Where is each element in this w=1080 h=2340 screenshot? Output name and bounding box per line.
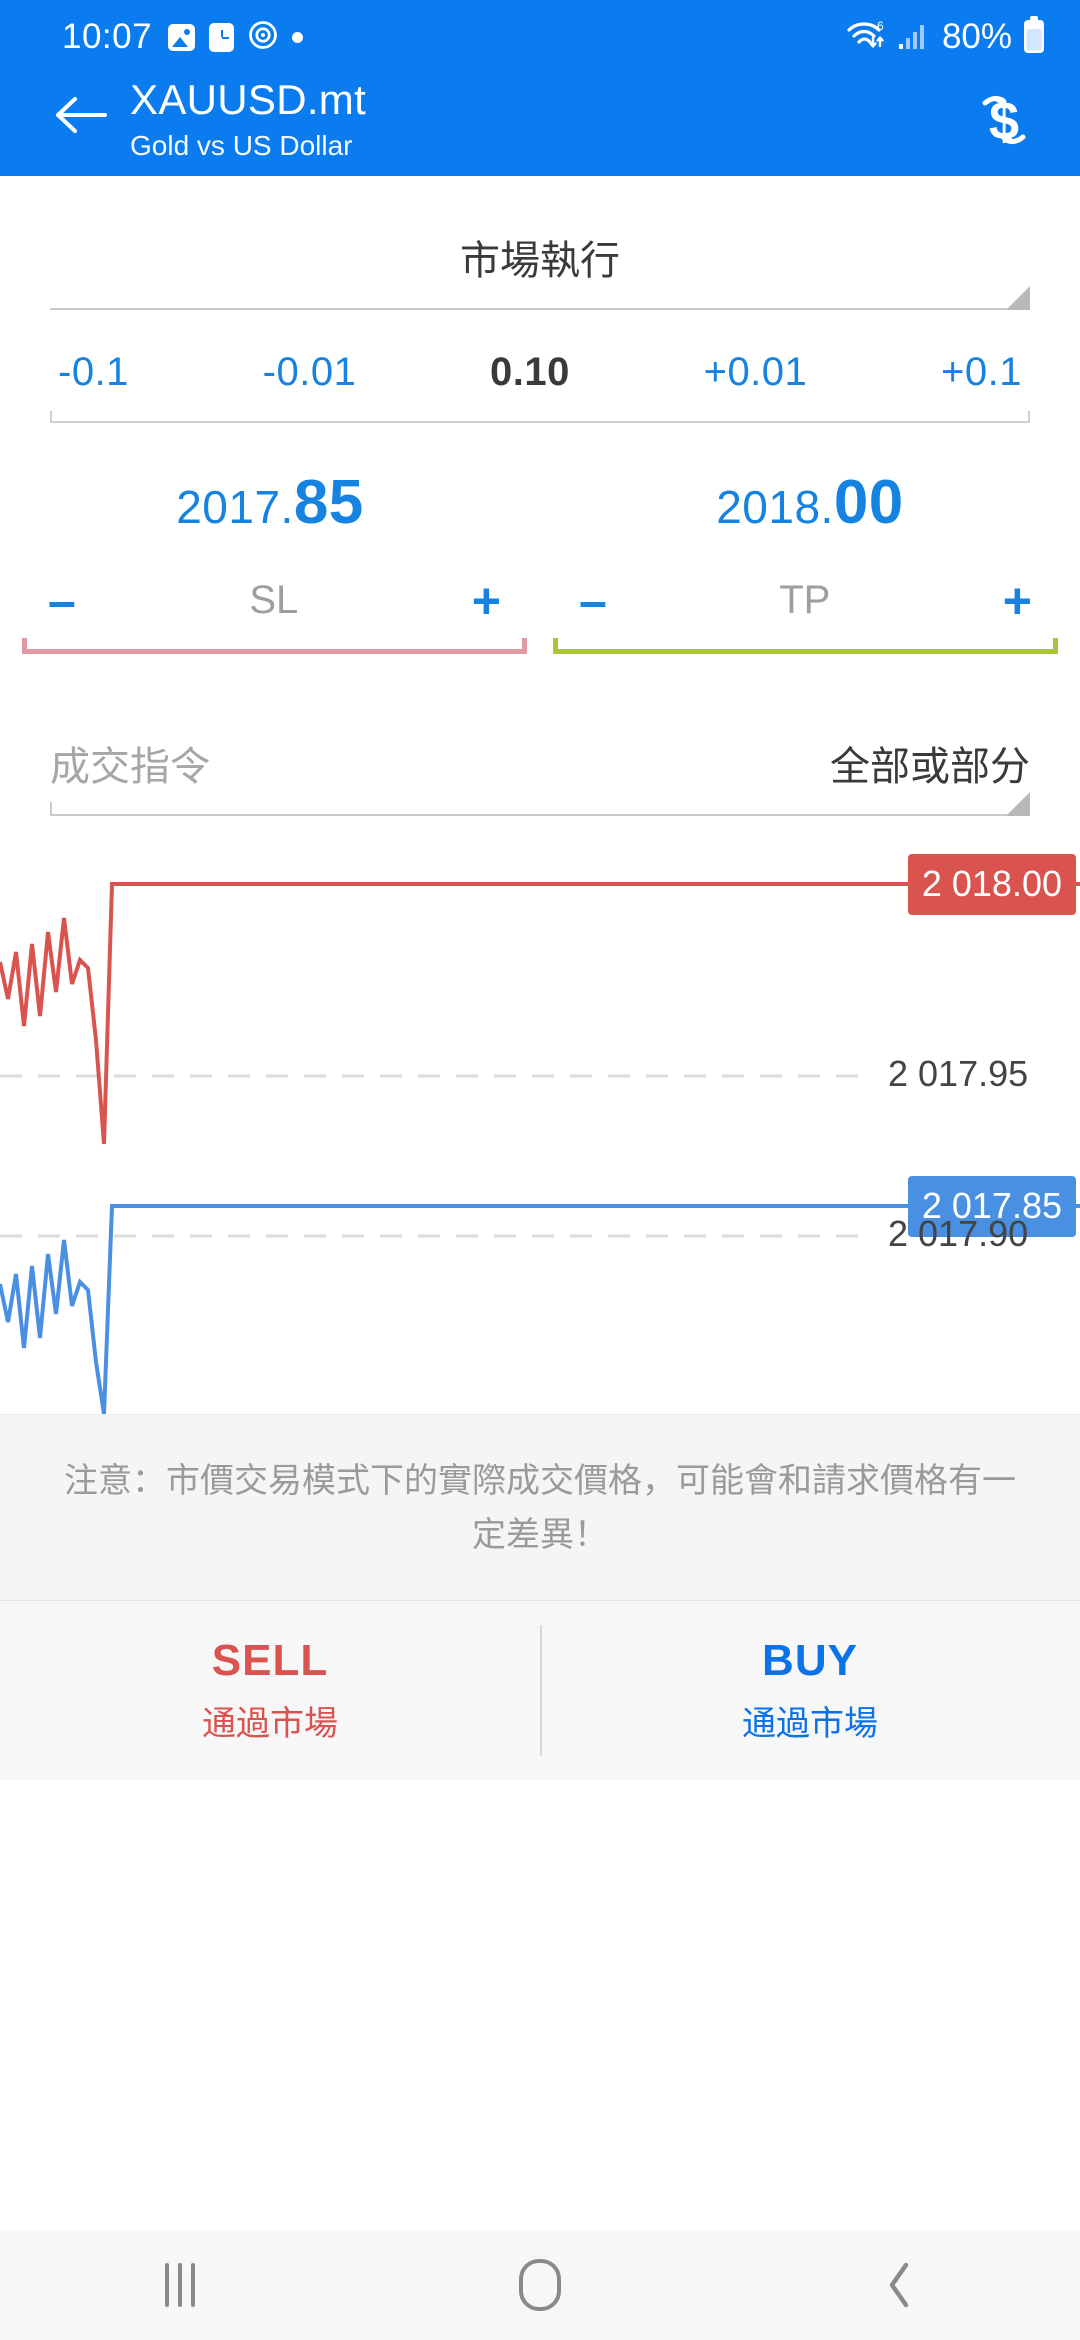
volume-minus-small-button[interactable]: -0.01 — [262, 350, 357, 394]
sell-button-title: SELL — [211, 1636, 329, 1685]
spiral-icon — [248, 20, 278, 55]
volume-stepper: -0.1 -0.01 0.10 +0.01 +0.1 — [50, 310, 1030, 421]
stop-loss-underline — [22, 638, 527, 654]
spinner-caret-icon — [1006, 286, 1030, 310]
take-profit-label: TP — [779, 578, 831, 622]
stop-loss-controls: – SL + — [22, 568, 527, 649]
home-icon — [519, 2259, 561, 2311]
buy-button-title: BUY — [762, 1636, 858, 1685]
battery-percent-label: 80% — [941, 17, 1012, 56]
bid-price-badge: 2 017.85 — [907, 1176, 1076, 1237]
sell-button[interactable]: SELL 通過市場 — [0, 1601, 540, 1780]
currency-exchange-button[interactable]: $ — [964, 80, 1044, 160]
dot-icon — [292, 31, 304, 43]
app-bar: XAUUSD.mt Gold vs US Dollar $ — [0, 74, 1080, 170]
volume-underline — [50, 411, 1030, 423]
recents-icon — [165, 2263, 195, 2307]
ask-price[interactable]: 2018.00 — [540, 467, 1080, 538]
ask-line — [0, 882, 1080, 1145]
chart-gridlines — [0, 1074, 860, 1238]
symbol-description: Gold vs US Dollar — [130, 130, 353, 161]
app-bar-bottom-edge — [0, 170, 1080, 176]
action-buttons: SELL 通過市場 BUY 通過市場 — [0, 1600, 1080, 1780]
android-nav-bar — [0, 2230, 1080, 2340]
bid-price[interactable]: 2017.85 — [0, 467, 540, 538]
take-profit-field[interactable]: – TP + — [553, 568, 1058, 654]
ask-price-badge: 2 018.00 — [907, 854, 1076, 915]
clock-icon — [209, 22, 235, 52]
take-profit-plus-button[interactable]: + — [1002, 572, 1032, 629]
svg-text:6: 6 — [877, 19, 884, 33]
status-bar-system-icons: 6 80% — [846, 15, 1046, 59]
volume-plus-small-button[interactable]: +0.01 — [703, 350, 808, 394]
order-type-value: 市場執行 — [460, 239, 620, 283]
back-arrow-icon — [56, 97, 107, 133]
sl-tp-row: – SL + – TP + — [0, 568, 1080, 654]
cellular-signal-icon — [898, 20, 932, 55]
note-text: 注意：市價交易模式下的實際成交價格，可能會和請求價格有一定差異！ — [64, 1461, 1016, 1554]
volume-minus-large-button[interactable]: -0.1 — [58, 350, 129, 394]
nav-recents-button[interactable] — [0, 2263, 360, 2307]
order-type-underline — [50, 286, 1030, 310]
take-profit-underline — [553, 638, 1058, 654]
order-type-spinner[interactable]: 市場執行 — [50, 176, 1030, 310]
take-profit-minus-button[interactable]: – — [579, 572, 607, 629]
status-bar: 10:07 6 — [0, 0, 1080, 74]
stop-loss-plus-button[interactable]: + — [471, 572, 501, 629]
buy-button[interactable]: BUY 通過市場 — [540, 1601, 1080, 1780]
take-profit-controls: – TP + — [553, 568, 1058, 649]
sell-button-subtitle: 通過市場 — [202, 1705, 338, 1743]
ask-price-integer: 2018. — [716, 481, 834, 533]
nav-home-button[interactable] — [360, 2259, 720, 2311]
status-bar-clock: 10:07 — [62, 17, 153, 56]
bid-price-integer: 2017. — [176, 481, 294, 533]
volume-value[interactable]: 0.10 — [490, 350, 570, 394]
action-divider — [540, 1625, 542, 1756]
buy-button-subtitle: 通過市場 — [742, 1705, 878, 1743]
fill-policy-label: 成交指令 — [50, 745, 210, 789]
volume-plus-large-button[interactable]: +0.1 — [941, 350, 1022, 394]
fill-policy-underline — [50, 792, 1030, 816]
quote-row: 2017.85 2018.00 — [0, 423, 1080, 568]
fill-policy-value: 全部或部分 — [830, 745, 1030, 789]
back-button[interactable] — [46, 80, 116, 150]
stop-loss-field[interactable]: – SL + — [22, 568, 527, 654]
fill-policy-spinner[interactable]: 成交指令 全部或部分 — [50, 654, 1030, 816]
ask-price-decimals: 00 — [833, 468, 904, 537]
battery-icon — [1022, 15, 1046, 59]
currency-exchange-icon: $ — [982, 91, 1026, 151]
status-bar-notification-icons — [168, 20, 304, 55]
gridline-label-2: 2 017.90 — [888, 1213, 1029, 1254]
bid-price-decimals: 85 — [293, 468, 364, 537]
nav-back-button[interactable] — [720, 2257, 1080, 2313]
order-form: 市場執行 -0.1 -0.01 0.10 +0.01 +0.1 2017.85 … — [0, 176, 1080, 2230]
stop-loss-minus-button[interactable]: – — [48, 572, 76, 629]
nav-back-icon — [889, 2262, 909, 2308]
tick-chart[interactable]: 2 018.00 2 017.85 2 017.95 2 017.90 — [0, 844, 1080, 1414]
bid-line — [0, 1204, 1080, 1414]
tick-chart-svg — [0, 882, 1080, 1414]
wifi-6-icon: 6 — [846, 18, 888, 57]
gridline-label-1: 2 017.95 — [888, 1053, 1029, 1094]
app-bar-titles: XAUUSD.mt Gold vs US Dollar — [130, 74, 366, 166]
market-execution-note: 注意：市價交易模式下的實際成交價格，可能會和請求價格有一定差異！ — [0, 1414, 1080, 1600]
stop-loss-label: SL — [249, 578, 299, 622]
gallery-icon — [168, 23, 196, 51]
fill-policy-line: 成交指令 全部或部分 — [50, 734, 1030, 814]
symbol-title: XAUUSD.mt — [130, 76, 367, 123]
fill-policy-caret-icon — [1006, 792, 1030, 816]
